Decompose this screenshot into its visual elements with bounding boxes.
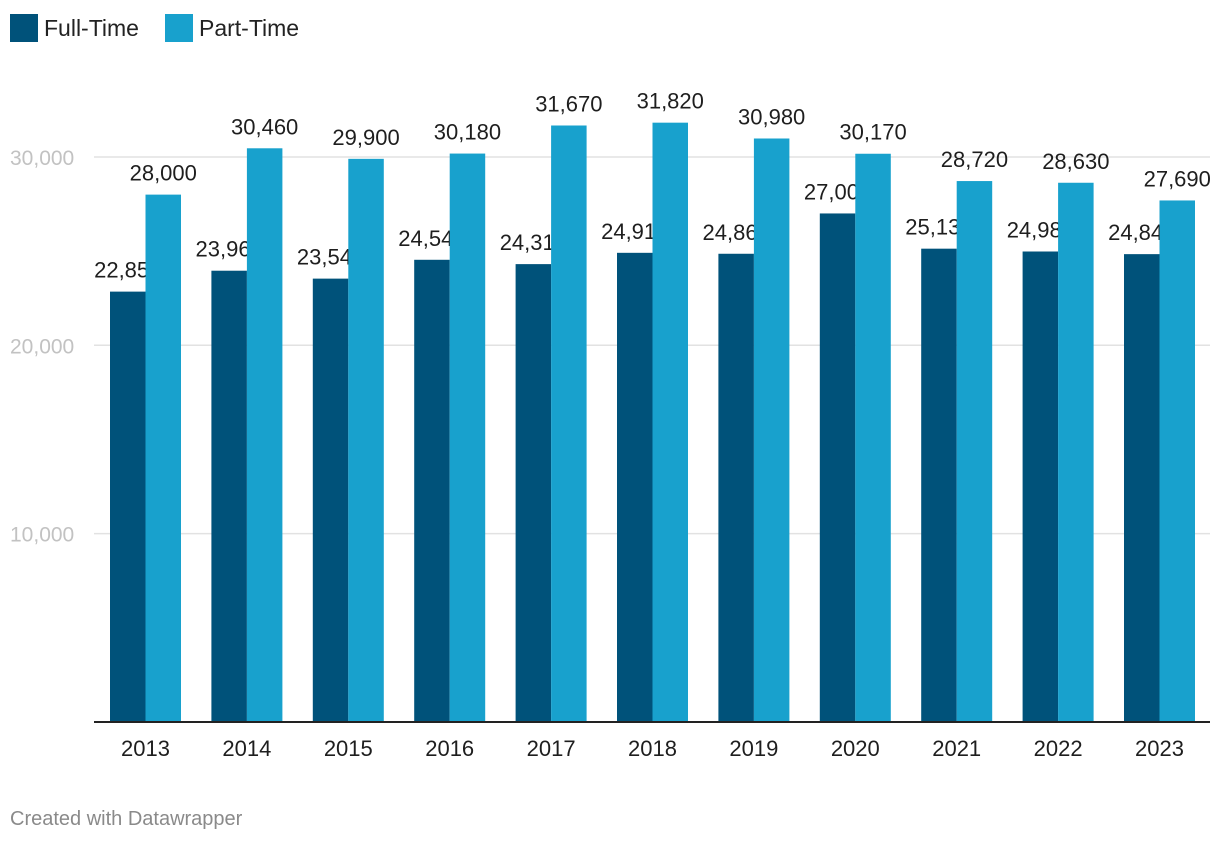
x-tick-label: 2023 <box>1135 736 1184 761</box>
x-tick-label: 2016 <box>425 736 474 761</box>
legend-item-part-time: Part-Time <box>164 14 300 42</box>
bar-full-time <box>718 253 754 722</box>
legend-item-full-time: Full-Time <box>10 14 139 42</box>
x-tick-label: 2021 <box>932 736 981 761</box>
bar-part-time <box>753 138 790 722</box>
x-tick-label: 2013 <box>121 736 170 761</box>
data-label: 30,460 <box>231 114 298 139</box>
bar-part-time <box>145 194 181 722</box>
bar-part-time <box>855 153 891 722</box>
bar-part-time <box>246 148 283 723</box>
bar-part-time <box>652 122 688 723</box>
x-tick-label: 2014 <box>222 736 271 761</box>
bar-chart: 10,00020,00030,00022,85028,000201323,960… <box>10 89 1211 761</box>
y-tick-label: 30,000 <box>10 147 74 170</box>
legend-label-full-time: Full-Time <box>44 14 139 41</box>
bar-part-time <box>956 181 993 722</box>
bar-full-time <box>1022 251 1059 722</box>
bar-part-time <box>449 153 486 722</box>
credit-text: Created with Datawrapper <box>10 808 243 830</box>
x-tick-label: 2018 <box>628 736 677 761</box>
legend: Full-Time Part-Time <box>10 12 325 44</box>
legend-swatch-part-time <box>164 14 193 42</box>
data-label: 30,980 <box>738 104 805 129</box>
y-tick-label: 10,000 <box>10 524 74 547</box>
data-label: 30,180 <box>434 120 501 145</box>
data-label: 31,820 <box>637 89 704 114</box>
legend-label-part-time: Part-Time <box>198 14 300 41</box>
bar-full-time <box>211 270 247 722</box>
bar-full-time <box>921 248 957 722</box>
bar-full-time <box>515 264 552 722</box>
bar-full-time <box>1124 254 1160 722</box>
bar-part-time <box>1159 200 1195 722</box>
legend-swatch-full-time <box>10 14 38 42</box>
bar-full-time <box>414 259 450 722</box>
x-tick-label: 2020 <box>831 736 880 761</box>
bar-full-time <box>312 278 349 722</box>
data-label: 30,170 <box>839 120 906 145</box>
bar-part-time <box>1058 182 1094 722</box>
bar-part-time <box>551 125 587 723</box>
bar-full-time <box>110 291 146 722</box>
data-label: 27,690 <box>1144 166 1211 191</box>
data-label: 28,630 <box>1042 149 1109 174</box>
bar-full-time <box>617 252 653 723</box>
y-tick-label: 20,000 <box>10 335 74 358</box>
bar-full-time <box>819 213 856 722</box>
data-label: 28,720 <box>941 147 1008 172</box>
bar-part-time <box>348 158 384 722</box>
data-label: 29,900 <box>332 125 399 150</box>
data-label: 28,000 <box>130 161 197 186</box>
x-tick-label: 2015 <box>324 736 373 761</box>
data-label: 31,670 <box>535 91 602 116</box>
x-tick-label: 2019 <box>729 736 778 761</box>
x-tick-label: 2017 <box>527 736 576 761</box>
x-tick-label: 2022 <box>1034 736 1083 761</box>
